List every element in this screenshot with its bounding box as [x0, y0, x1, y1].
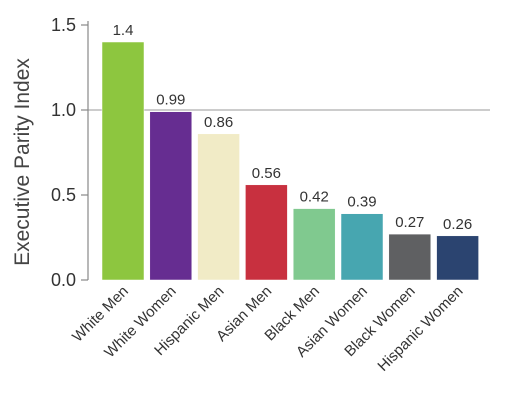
y-axis-title: Executive Parity Index: [11, 58, 34, 266]
data-label: 1.4: [113, 22, 134, 39]
bar: [436, 235, 479, 281]
y-tick-label: 1.5: [51, 15, 76, 35]
data-label: 0.39: [347, 194, 376, 211]
bar: [340, 213, 384, 281]
data-label: 0.99: [156, 92, 185, 109]
bar: [292, 208, 336, 281]
bar: [245, 184, 288, 281]
y-tick-label: 0.0: [51, 270, 76, 290]
data-labels: 1.4 0.99 0.86 0.56 0.42 0.39 0.27 0.26: [113, 22, 473, 233]
bar: [197, 133, 240, 281]
bars: [101, 41, 479, 281]
data-label: 0.26: [443, 216, 472, 233]
data-label: 0.42: [300, 189, 329, 206]
y-tick-label: 1.0: [51, 100, 76, 120]
data-label: 0.27: [395, 214, 424, 231]
category-label: Hispanic Women: [374, 283, 466, 375]
y-axis-ticks: 0.0 0.5 1.0 1.5: [51, 15, 88, 290]
bar: [101, 41, 145, 281]
data-label: 0.56: [252, 165, 281, 182]
bar: [388, 233, 432, 281]
bar: [149, 111, 193, 281]
data-label: 0.86: [204, 114, 233, 131]
y-tick-label: 0.5: [51, 185, 76, 205]
